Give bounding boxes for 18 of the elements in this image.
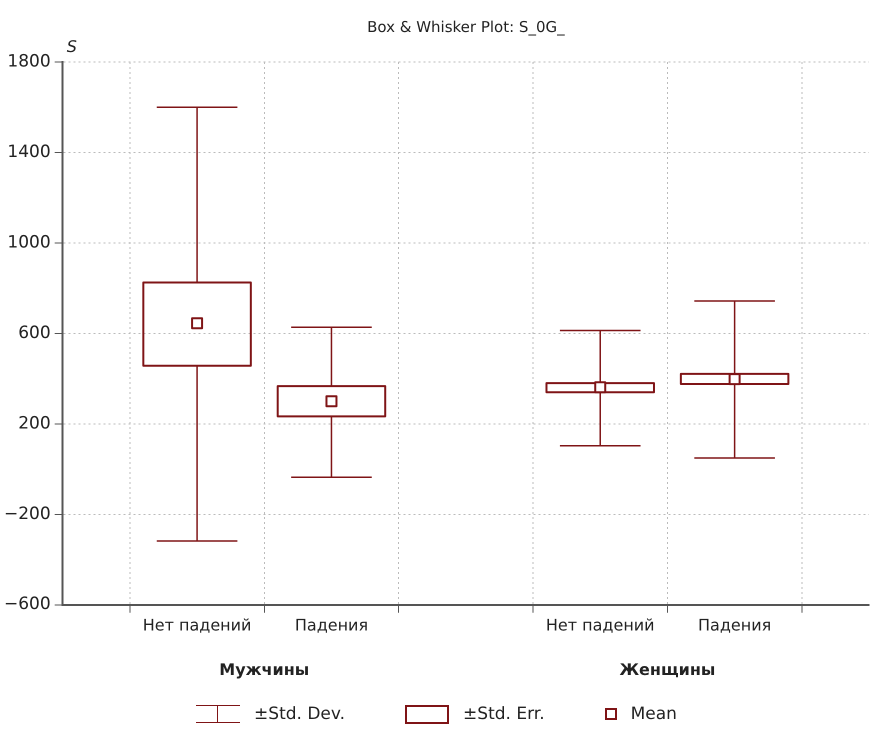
y-tick-label: 600 [18,322,51,343]
text: ±Std. Dev. [254,704,346,724]
y-tick-label: 1800 [7,51,51,72]
text: Женщины [619,660,716,679]
y-tick-label: −600 [4,594,51,614]
x-tick-label: Падения [698,616,772,635]
y-axis-title: S [66,37,77,56]
text: ±Std. Err. [463,704,545,724]
y-tick-label: −200 [4,504,51,524]
y-tick-label: 200 [18,413,51,434]
x-tick-label: Падения [294,616,368,635]
text: Mean [630,704,677,724]
x-tick-label: Нет падений [142,616,252,635]
chart-title: Box & Whisker Plot: S_0G_ [367,18,566,36]
y-tick-label: 1000 [7,232,51,252]
text: Мужчины [219,660,310,679]
y-tick-label: 1400 [7,142,51,162]
x-tick-label: Нет падений [546,616,655,635]
